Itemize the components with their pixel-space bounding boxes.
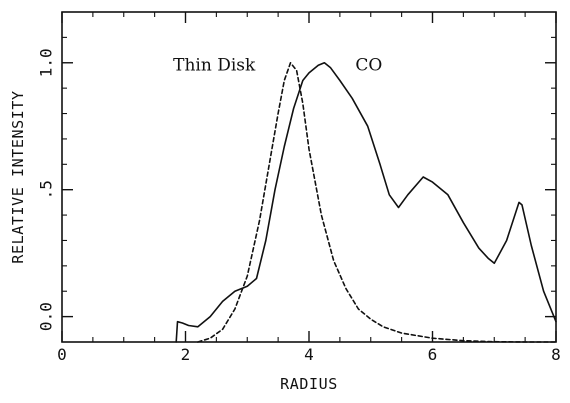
y-axis-title: RELATIVE INTENSITY: [9, 90, 27, 263]
x-tick-label: 6: [428, 345, 438, 364]
x-tick-label: 8: [551, 345, 561, 364]
x-tick-label: 2: [181, 345, 191, 364]
x-tick-label: 4: [304, 345, 314, 364]
series-label-thin-disk: Thin Disk: [173, 55, 256, 75]
y-axis: 0.0 .5 1.0: [37, 36, 556, 331]
y-tick-label: .5: [37, 180, 56, 199]
plot-area: [61, 11, 557, 343]
x-axis: 0 2 4 6 8: [57, 12, 561, 364]
y-tick-label: 0.0: [37, 302, 56, 331]
series-labels: CO Thin Disk: [173, 55, 382, 75]
x-tick-label: 0: [57, 345, 67, 364]
series-label-co: CO: [355, 55, 382, 75]
series-layer: [175, 61, 557, 343]
series-line-thin-disk: [197, 61, 557, 343]
x-axis-title: RADIUS: [280, 375, 338, 393]
series-line-co: [175, 61, 557, 343]
y-tick-label: 1.0: [37, 48, 56, 77]
